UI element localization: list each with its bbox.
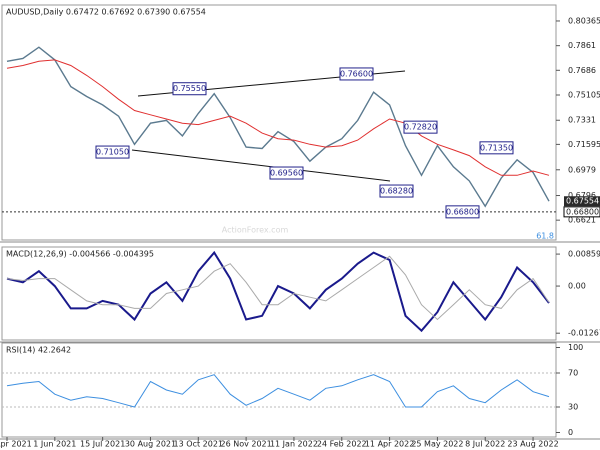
y-tick-label: 0.6621	[568, 216, 596, 225]
annotation-box	[403, 120, 438, 134]
channel-line	[131, 149, 391, 182]
y-tick-label: 0.6979	[568, 165, 596, 174]
y-tick-label: 0.7686	[568, 66, 596, 75]
annotation-box	[339, 67, 374, 81]
y-tick-label: 0.7331	[568, 116, 596, 125]
y-tick-label: 0.75105	[568, 90, 600, 99]
y-tick-label: 0.71595	[568, 140, 600, 149]
annotation-label: 0.69560	[270, 169, 303, 178]
x-tick-label: 15 Jul 2021	[80, 440, 125, 449]
level-box	[445, 205, 480, 219]
series-line	[6, 255, 550, 321]
series-line	[6, 59, 550, 176]
last-price-box	[564, 196, 600, 207]
annotation-box	[95, 145, 130, 159]
annotation-label: 0.76600	[340, 69, 373, 78]
x-tick-label: 25 May 2022	[411, 440, 463, 449]
annotation-label: 0.71050	[96, 148, 129, 157]
annotation-box	[479, 141, 514, 155]
annotation-label: 0.72820	[404, 123, 437, 132]
last-price-label: 0.67554	[566, 197, 599, 206]
y-tick-label: 0.008595	[568, 250, 600, 259]
level-axis-box	[563, 206, 600, 218]
panel-title: RSI(14) 42.2642	[6, 346, 71, 355]
x-tick-label: 13 Oct 2021	[174, 440, 223, 449]
x-tick-label: 11 Apr 2022	[365, 440, 414, 449]
y-tick-label: 70	[568, 369, 578, 378]
y-tick-label: 0.80365	[568, 16, 600, 25]
annotation-label: 0.68280	[380, 187, 413, 196]
x-tick-label: 16 Apr 2021	[0, 440, 32, 449]
fib-label: 61.8	[536, 232, 554, 241]
x-tick-label: 23 Aug 2022	[507, 440, 558, 449]
annotation-box	[269, 166, 304, 180]
annotation-label: 0.71350	[480, 143, 513, 152]
x-tick-label: 11 Jan 2022	[270, 440, 318, 449]
panel-frame	[1, 4, 557, 241]
y-tick-label: 30	[568, 402, 578, 411]
series-line	[6, 374, 550, 408]
x-tick-label: 30 Aug 2021	[125, 440, 176, 449]
x-tick-label: 1 Jun 2021	[33, 440, 76, 449]
y-tick-label: 0.00	[568, 282, 586, 291]
panel-frame	[1, 342, 557, 438]
y-tick-label: 0.6796	[568, 191, 596, 200]
x-tick-label: 24 Feb 2022	[317, 440, 367, 449]
x-tick-label: 26 Nov 2021	[220, 440, 271, 449]
y-tick-label: 0	[568, 428, 573, 437]
y-tick-label: -0.01267	[568, 329, 600, 338]
watermark: ActionForex.com	[222, 226, 289, 235]
y-tick-label: 100	[568, 343, 583, 352]
panel-title: MACD(12,26,9) -0.004566 -0.004395	[6, 250, 154, 259]
annotation-label: 0.75550	[173, 84, 206, 93]
level-label: 0.66800	[446, 207, 479, 216]
panel-frame	[1, 246, 557, 341]
panel-title: AUDUSD,Daily 0.67472 0.67692 0.67390 0.6…	[6, 8, 206, 17]
series-line	[6, 46, 550, 208]
annotation-box	[379, 184, 414, 198]
annotation-box	[172, 82, 207, 96]
level-axis-label: 0.66800	[566, 207, 599, 216]
y-tick-label: 0.7861	[568, 41, 596, 50]
x-tick-label: 8 Jul 2022	[465, 440, 505, 449]
